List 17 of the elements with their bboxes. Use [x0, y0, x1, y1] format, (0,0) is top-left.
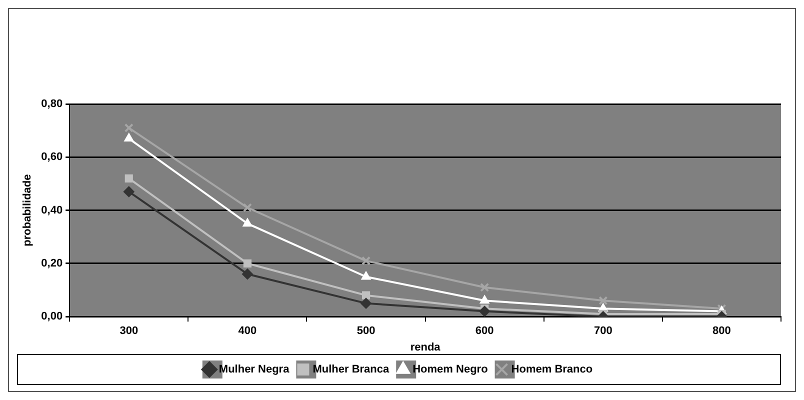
legend-label: Homem Branco — [511, 364, 593, 376]
legend-label: Mulher Negra — [218, 364, 290, 376]
x-axis-title: renda — [410, 341, 442, 354]
legend-label: Homem Negro — [412, 364, 488, 376]
x-tick-label: 600 — [475, 325, 494, 338]
y-tick-label: 0,80 — [41, 98, 63, 110]
x-tick-label: 500 — [356, 325, 376, 338]
x-tick-label: 300 — [120, 325, 138, 338]
y-tick-label: 0,60 — [41, 151, 63, 164]
x-tick-label: 700 — [594, 325, 612, 338]
y-axis-title: probabilidade — [22, 174, 34, 246]
y-tick-label: 0,40 — [41, 204, 63, 216]
y-tick-label: 0,20 — [41, 257, 63, 270]
y-tick-label: 0,00 — [41, 310, 63, 323]
x-tick-label: 800 — [712, 325, 731, 338]
legend-label: Mulher Branca — [312, 364, 390, 376]
x-tick-label: 400 — [238, 325, 257, 338]
